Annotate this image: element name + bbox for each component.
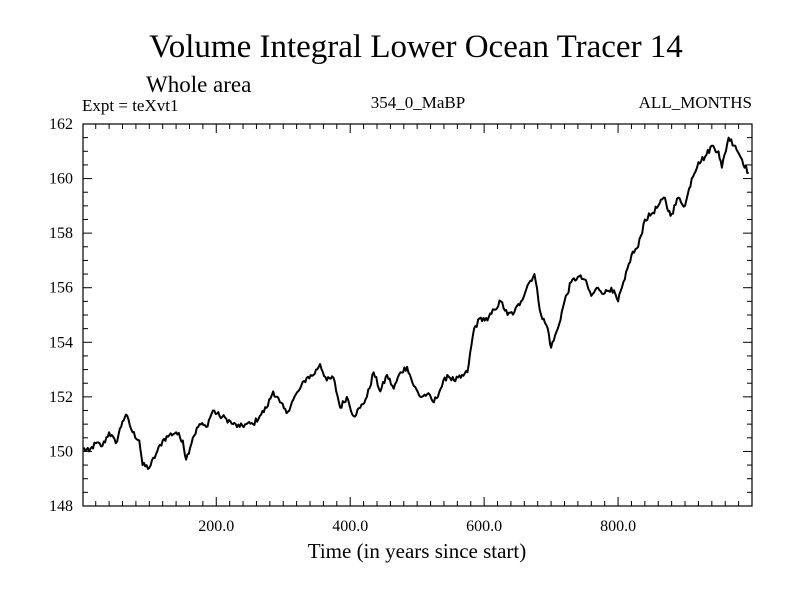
axis-tick-labels: 148 150 152 154 156 158 160 162 200.0 400.0 600.0 8…	[49, 116, 636, 535]
period-label: ALL_MONTHS	[639, 93, 752, 112]
y-tick-label: 152	[49, 389, 73, 406]
expt-label: Expt = teXvt1	[82, 96, 178, 115]
chart-title: Volume Integral Lower Ocean Tracer 14	[149, 29, 683, 65]
y-tick-label: 162	[49, 116, 73, 133]
series-line	[82, 136, 749, 470]
y-tick-label: 160	[49, 171, 73, 188]
y-tick-label: 156	[49, 280, 73, 297]
y-tick-label: 158	[49, 225, 73, 242]
x-axis-label: Time (in years since start)	[308, 539, 527, 563]
y-tick-label: 150	[49, 443, 73, 460]
run-label: 354_0_MaBP	[371, 93, 465, 112]
x-tick-label: 600.0	[466, 518, 502, 535]
axis-ticks	[83, 123, 753, 507]
x-tick-label: 200.0	[198, 518, 234, 535]
x-tick-label: 800.0	[600, 518, 636, 535]
y-tick-label: 148	[49, 498, 73, 515]
x-tick-label: 400.0	[332, 518, 368, 535]
chart-subtitle: Whole area	[146, 72, 251, 97]
y-tick-label: 154	[49, 334, 73, 351]
